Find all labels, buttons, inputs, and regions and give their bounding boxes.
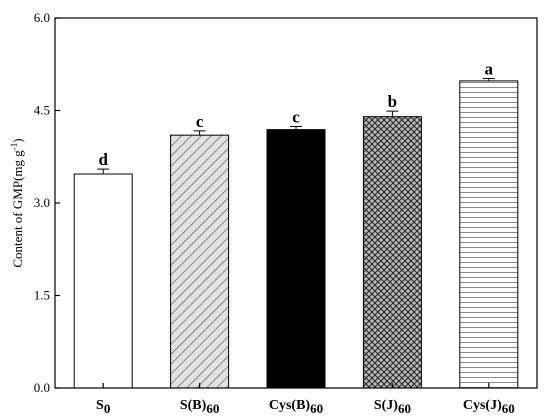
x-tick-label: Cys(B)60 [269, 398, 323, 416]
y-tick-label: 1.5 [34, 288, 50, 303]
y-axis-title: Content of GMP(mg g-1) [9, 138, 25, 267]
x-tick-label: S0 [96, 398, 110, 416]
y-tick-label: 0.0 [34, 380, 50, 395]
bar [266, 129, 326, 389]
y-axis-title-close: ) [10, 138, 25, 142]
bar [73, 173, 133, 389]
significance-label: d [98, 150, 108, 169]
bar [459, 80, 519, 389]
y-tick-label: 6.0 [34, 10, 50, 25]
bar [170, 134, 230, 389]
y-axis-ticks: 0.0 1.5 3.0 4.5 6.0 [34, 10, 60, 395]
x-axis-labels: S0 S(B)60 Cys(B)60 S(J)60 Cys(J)60 [96, 383, 515, 416]
error-bars-group [97, 77, 495, 175]
significance-label: c [292, 108, 300, 127]
x-tick-label: S(J)60 [374, 398, 411, 416]
significance-label: b [388, 92, 397, 111]
y-tick-label: 3.0 [34, 195, 50, 210]
y-tick-label: 4.5 [34, 103, 50, 118]
significance-label: c [196, 112, 204, 131]
significance-label: a [485, 59, 494, 78]
significance-labels-group: d c c b a [98, 59, 493, 169]
plot-frame [54, 17, 538, 389]
y-axis-title-superscript: -1 [9, 143, 19, 151]
bar [362, 116, 422, 389]
x-tick-label: Cys(J)60 [463, 398, 515, 416]
x-tick-label: S(B)60 [180, 398, 219, 416]
